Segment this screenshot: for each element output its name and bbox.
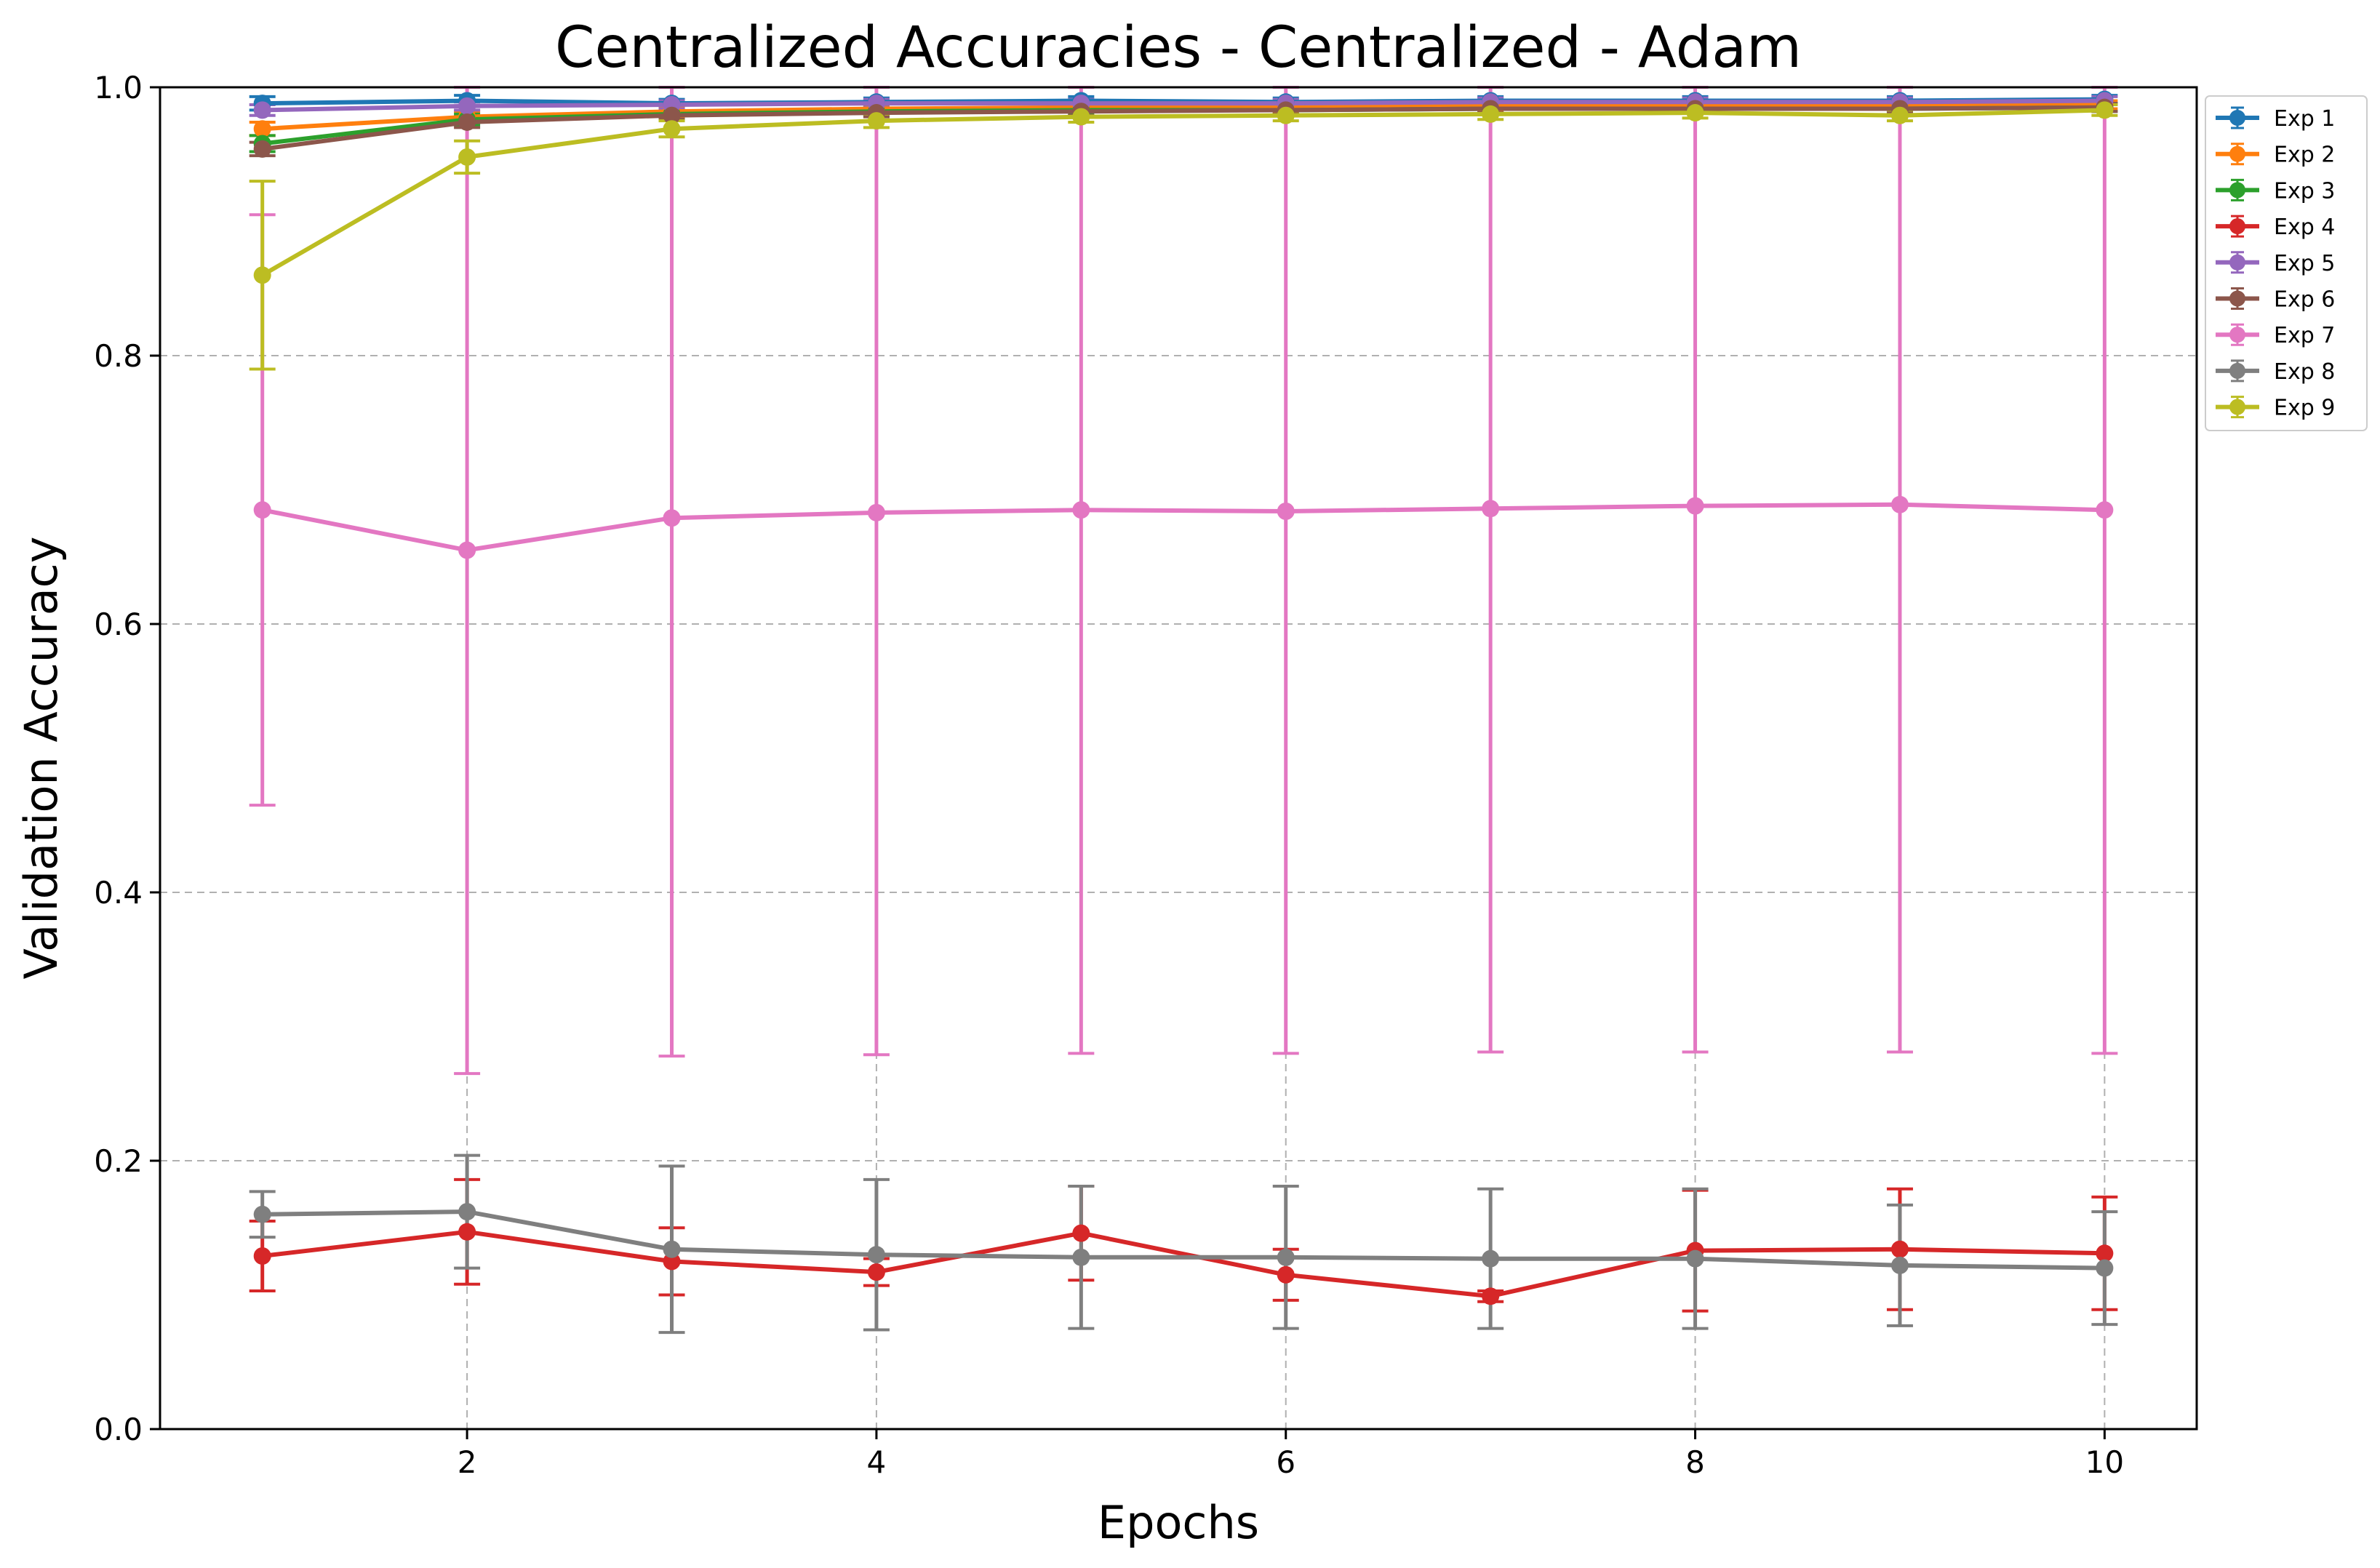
y-tick-label: 0.6: [94, 607, 143, 642]
data-point-exp-9: [1482, 105, 1500, 123]
data-point-exp-7: [2096, 501, 2114, 519]
legend-label-exp-6: Exp 6: [2274, 287, 2335, 313]
plot-frame: [159, 86, 2198, 1431]
series-line-exp-7: [262, 502, 2105, 553]
data-point-exp-8: [1277, 1248, 1295, 1266]
data-point-exp-7: [253, 501, 271, 519]
data-point-exp-9: [1686, 104, 1704, 122]
series-line-exp-8: [262, 1209, 2105, 1271]
data-point-exp-9: [458, 148, 476, 166]
data-point-exp-9: [1277, 106, 1295, 124]
x-tick-label: 4: [867, 1444, 887, 1480]
series-line-exp-4: [262, 1229, 2105, 1299]
data-point-exp-6: [253, 140, 271, 158]
legend-marker-exp-7: [2229, 327, 2245, 343]
legend-box: [2205, 95, 2368, 431]
data-point-exp-4: [1890, 1240, 1909, 1258]
series-line-exp-5: [262, 98, 2105, 113]
series-line-exp-2: [262, 103, 2105, 132]
data-point-exp-8: [2096, 1259, 2114, 1277]
data-point-exp-7: [1890, 495, 1909, 513]
x-tick-label: 8: [1685, 1444, 1705, 1480]
data-point-exp-6: [663, 106, 681, 124]
data-point-exp-9: [253, 266, 271, 284]
legend-label-exp-2: Exp 2: [2274, 143, 2335, 168]
data-point-exp-8: [867, 1246, 885, 1264]
chart-title: Centralized Accuracies - Centralized - A…: [555, 15, 1802, 81]
data-point-exp-7: [458, 541, 476, 559]
y-tick-label: 0.4: [94, 875, 143, 911]
data-point-exp-4: [1482, 1287, 1500, 1305]
data-point-exp-7: [1482, 500, 1500, 518]
legend-marker-exp-2: [2229, 145, 2245, 162]
data-point-exp-8: [1482, 1249, 1500, 1268]
x-tick-label: 6: [1276, 1444, 1295, 1480]
y-tick-label: 0.0: [94, 1412, 143, 1447]
data-point-exp-7: [867, 503, 885, 521]
data-point-exp-9: [1890, 106, 1909, 124]
x-tick-label: 2: [458, 1444, 477, 1480]
legend-label-exp-4: Exp 4: [2274, 215, 2335, 240]
legend: Exp 1 Exp 2 Exp 3 Exp 4 Exp 5 Exp 6 Exp 7 Exp 8…: [2205, 95, 2368, 431]
legend-marker-exp-4: [2229, 218, 2245, 235]
data-point-exp-5: [253, 101, 271, 119]
data-point-exp-8: [1072, 1248, 1090, 1266]
legend-label-exp-9: Exp 9: [2274, 396, 2335, 421]
legend-marker-exp-5: [2229, 254, 2245, 271]
series-markers: [253, 90, 2114, 1305]
legend-label-exp-7: Exp 7: [2274, 323, 2335, 348]
x-axis-label: Epochs: [1098, 1496, 1259, 1549]
legend-marker-exp-1: [2229, 110, 2245, 126]
data-point-exp-5: [458, 97, 476, 115]
data-point-exp-4: [663, 1252, 681, 1271]
legend-label-exp-8: Exp 8: [2274, 359, 2335, 385]
y-tick-label: 0.2: [94, 1143, 143, 1179]
axis-ticks: 2 4 6 8 10 0.0 0.2 0.4 0.6 0.8 1.0: [94, 70, 2124, 1480]
data-point-exp-4: [1277, 1265, 1295, 1284]
data-point-exp-4: [458, 1223, 476, 1241]
data-point-exp-6: [458, 113, 476, 131]
data-point-exp-8: [458, 1203, 476, 1221]
data-point-exp-8: [1686, 1249, 1704, 1268]
series-line-exp-9: [261, 108, 2105, 277]
legend-marker-exp-9: [2229, 399, 2245, 415]
data-point-exp-7: [1277, 503, 1295, 521]
data-point-exp-4: [1072, 1224, 1090, 1242]
data-point-exp-4: [867, 1263, 885, 1281]
legend-marker-exp-6: [2229, 290, 2245, 307]
legend-marker-exp-8: [2229, 362, 2245, 379]
legend-label-exp-1: Exp 1: [2274, 106, 2335, 132]
series-lines: [261, 97, 2105, 1299]
data-point-exp-7: [663, 509, 681, 527]
data-point-exp-8: [1890, 1256, 1909, 1274]
legend-label-exp-3: Exp 3: [2274, 178, 2335, 204]
legend-label-exp-5: Exp 5: [2274, 251, 2335, 276]
data-point-exp-9: [2096, 101, 2114, 119]
data-point-exp-7: [1686, 497, 1704, 515]
data-point-exp-8: [663, 1240, 681, 1258]
data-point-exp-7: [1072, 501, 1090, 519]
y-tick-label: 0.8: [94, 338, 143, 374]
data-point-exp-8: [253, 1205, 271, 1223]
series-line-exp-6: [262, 105, 2105, 151]
data-point-exp-9: [663, 120, 681, 138]
y-axis-label: Validation Accuracy: [15, 537, 68, 980]
x-tick-label: 10: [2085, 1444, 2124, 1480]
legend-marker-exp-3: [2229, 182, 2245, 199]
data-point-exp-4: [253, 1247, 271, 1265]
y-tick-label: 1.0: [94, 70, 143, 105]
data-point-exp-9: [1072, 108, 1090, 126]
data-point-exp-2: [253, 120, 271, 138]
data-point-exp-4: [2096, 1244, 2114, 1263]
data-point-exp-9: [867, 112, 885, 130]
